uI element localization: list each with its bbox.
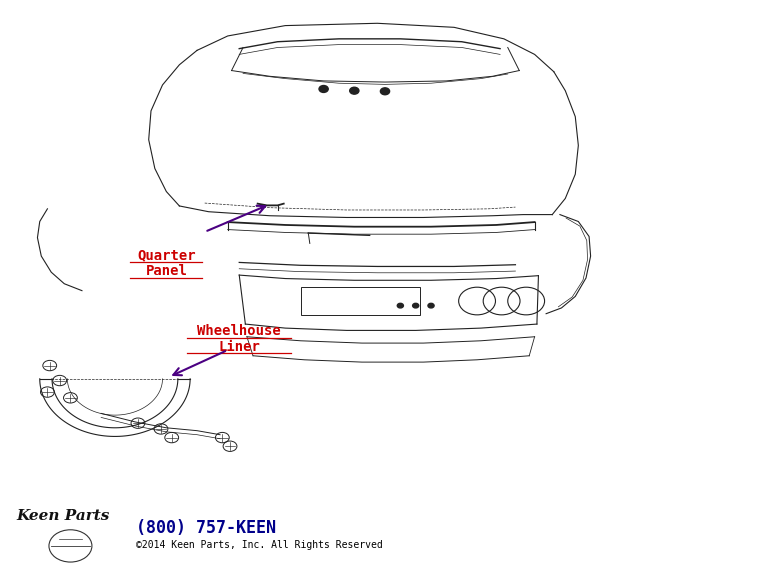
Text: Quarter: Quarter xyxy=(137,248,196,262)
Text: (800) 757-KEEN: (800) 757-KEEN xyxy=(136,519,276,537)
Circle shape xyxy=(397,303,403,308)
Bar xyxy=(300,287,420,316)
Circle shape xyxy=(319,86,328,93)
Text: Keen Parts: Keen Parts xyxy=(17,509,110,523)
Circle shape xyxy=(428,303,434,308)
Text: Panel: Panel xyxy=(146,263,187,277)
Text: Wheelhouse: Wheelhouse xyxy=(197,324,281,338)
Circle shape xyxy=(380,88,390,95)
Circle shape xyxy=(413,303,419,308)
Circle shape xyxy=(350,87,359,94)
Text: Liner: Liner xyxy=(218,340,260,354)
Text: ©2014 Keen Parts, Inc. All Rights Reserved: ©2014 Keen Parts, Inc. All Rights Reserv… xyxy=(136,540,383,549)
